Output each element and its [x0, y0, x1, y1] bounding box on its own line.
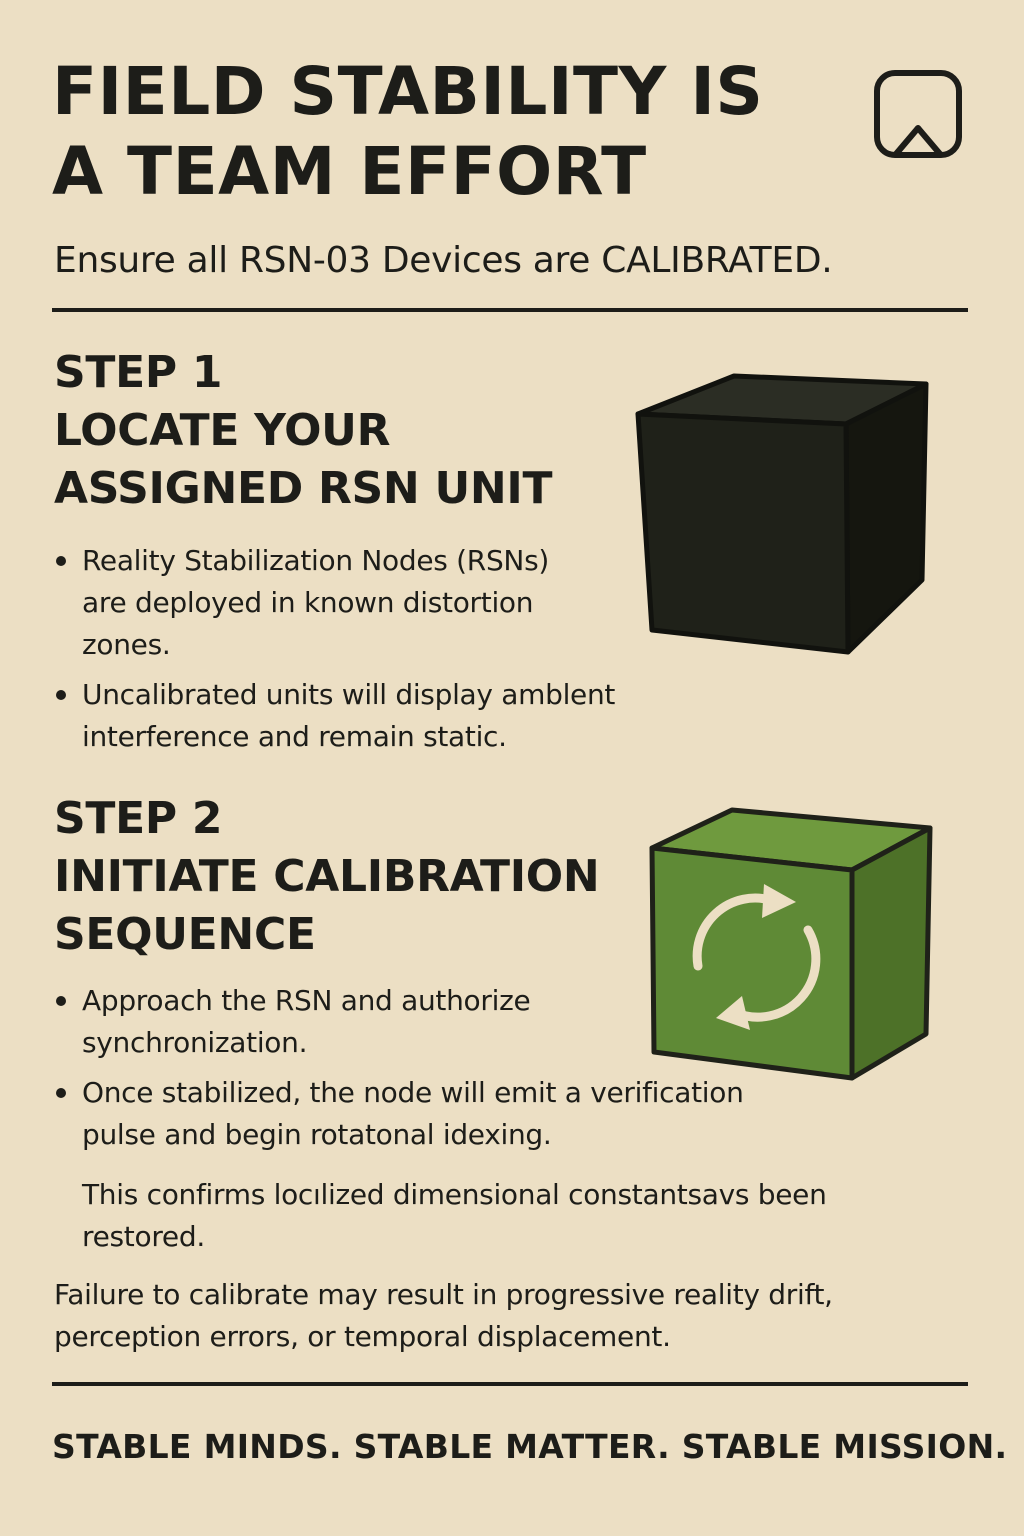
divider-top	[52, 308, 968, 312]
poster-title: FIELD STABILITY IS A TEAM EFFORT	[52, 52, 872, 212]
step2-note: This confirms locılized dimensional cons…	[82, 1178, 827, 1253]
step2-heading-line-2: SEQUENCE	[54, 909, 316, 960]
step1-label: STEP 1	[54, 347, 223, 398]
step2-heading-line-1: INITIATE CALIBRATION	[54, 851, 600, 902]
title-line-1: FIELD STABILITY IS	[52, 53, 764, 130]
step1-bullet-2: Uncalibrated units will display amblent …	[54, 674, 682, 758]
black-cube-icon	[630, 368, 930, 658]
logo-icon	[872, 68, 964, 160]
subtitle: Ensure all RSN-03 Devices are CALIBRATED…	[54, 240, 833, 281]
divider-bottom	[52, 1382, 968, 1386]
step2-bullet-1: Approach the RSN and authorize synchroni…	[54, 980, 594, 1064]
step1-heading-line-1: LOCATE YOUR	[54, 405, 391, 456]
green-cube-refresh-icon	[646, 806, 936, 1086]
step2-bullet-2: Once stabilized, the node will emit a ve…	[54, 1072, 782, 1156]
step2-heading: STEP 2 INITIATE CALIBRATION SEQUENCE	[54, 790, 600, 964]
step2-bullets: Approach the RSN and authorize synchroni…	[54, 980, 744, 1164]
footer-slogan: STABLE MINDS. STABLE MATTER. STABLE MISS…	[52, 1427, 1008, 1466]
title-line-2: A TEAM EFFORT	[52, 133, 647, 210]
step1-heading: STEP 1 LOCATE YOUR ASSIGNED RSN UNIT	[54, 344, 553, 518]
step1-heading-line-2: ASSIGNED RSN UNIT	[54, 463, 553, 514]
step1-bullets: Reality Stabilization Nodes (RSNs) are d…	[54, 540, 615, 766]
step2-label: STEP 2	[54, 793, 223, 844]
warning-text: Failure to calibrate may result in progr…	[54, 1278, 833, 1353]
step1-bullet-1: Reality Stabilization Nodes (RSNs) are d…	[54, 540, 594, 666]
